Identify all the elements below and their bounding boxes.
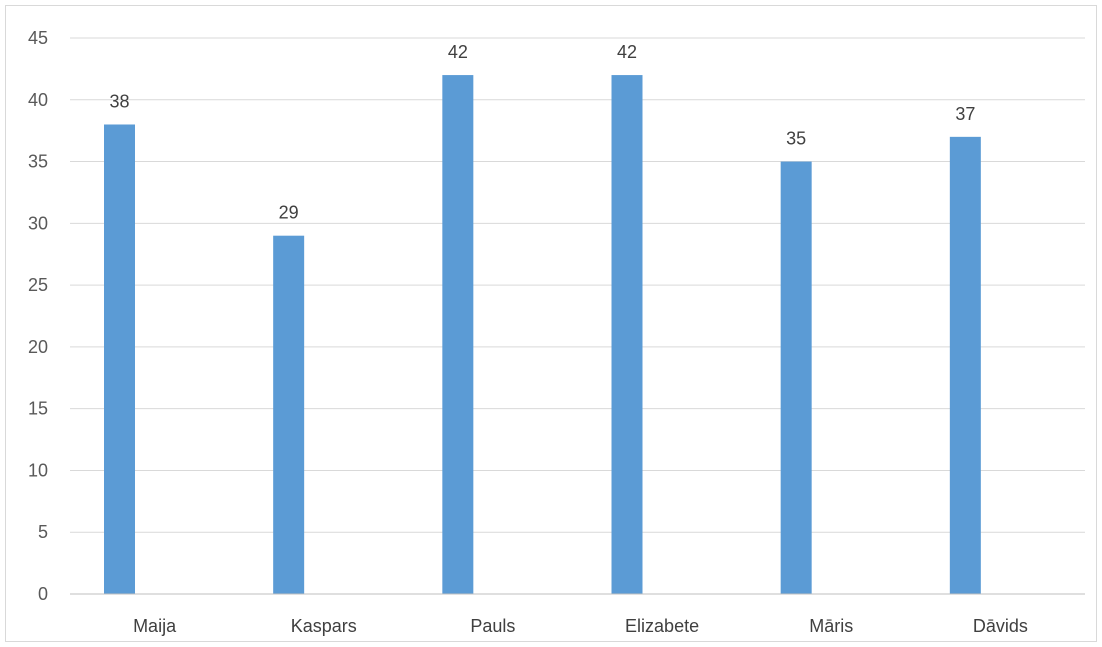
y-tick-label-25: 25 xyxy=(28,275,48,295)
y-axis-ticks: 0 5 10 15 20 25 30 35 40 45 xyxy=(28,28,48,604)
y-tick-label-20: 20 xyxy=(28,337,48,357)
x-category-label-6: Dāvids xyxy=(973,616,1028,636)
bar-2 xyxy=(273,235,305,594)
y-tick-label-45: 45 xyxy=(28,28,48,48)
y-tick-label-40: 40 xyxy=(28,90,48,110)
gridlines xyxy=(70,37,1085,533)
y-tick-label-35: 35 xyxy=(28,152,48,172)
y-tick-label-0: 0 xyxy=(38,584,48,604)
y-tick-label-5: 5 xyxy=(38,522,48,542)
data-labels: 38 29 42 42 35 37 xyxy=(109,42,975,223)
chart-frame xyxy=(5,5,1097,642)
bar-1 xyxy=(104,124,135,594)
bar-4 xyxy=(611,75,643,595)
data-label-4: 42 xyxy=(617,42,637,62)
data-label-2: 29 xyxy=(279,203,299,223)
data-label-3: 42 xyxy=(448,42,468,62)
bar-3 xyxy=(442,75,474,595)
bars xyxy=(104,75,981,595)
bar-5 xyxy=(780,161,812,595)
y-tick-label-10: 10 xyxy=(28,460,48,480)
data-label-6: 37 xyxy=(955,104,975,124)
x-axis-categories: Maija Kaspars Pauls Elizabete Māris Dāvids xyxy=(133,616,1028,636)
bar-6 xyxy=(949,136,981,594)
y-tick-label-30: 30 xyxy=(28,213,48,233)
x-category-label-4: Elizabete xyxy=(625,616,699,636)
data-label-5: 35 xyxy=(786,129,806,149)
x-category-label-2: Kaspars xyxy=(291,616,357,636)
y-tick-label-15: 15 xyxy=(28,399,48,419)
x-category-label-1: Maija xyxy=(133,616,177,636)
x-category-label-3: Pauls xyxy=(470,616,515,636)
x-category-label-5: Māris xyxy=(809,616,853,636)
data-label-1: 38 xyxy=(109,91,129,111)
